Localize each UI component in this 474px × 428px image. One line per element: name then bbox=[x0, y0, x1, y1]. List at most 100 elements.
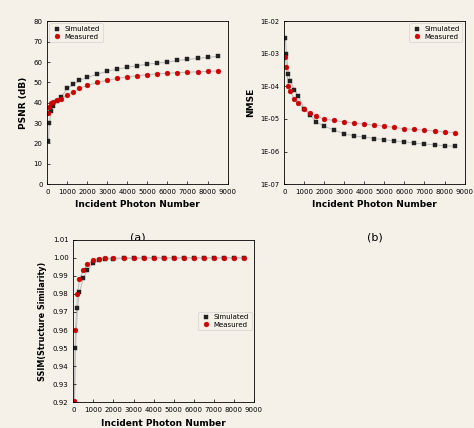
Simulated bbox=[46, 121, 52, 126]
Simulated bbox=[84, 75, 90, 80]
Measured bbox=[401, 126, 407, 131]
Simulated bbox=[77, 289, 82, 294]
Measured bbox=[64, 92, 70, 97]
Measured bbox=[296, 101, 301, 106]
Legend: Simulated, Measured: Simulated, Measured bbox=[409, 24, 463, 42]
Line: Measured: Measured bbox=[72, 256, 246, 403]
Simulated bbox=[151, 256, 156, 261]
Measured bbox=[432, 128, 438, 134]
Simulated bbox=[221, 256, 227, 261]
Measured bbox=[342, 119, 347, 125]
Measured bbox=[174, 70, 180, 75]
Measured bbox=[145, 72, 150, 77]
Line: Simulated: Simulated bbox=[283, 36, 456, 149]
Measured bbox=[72, 398, 77, 403]
Measured bbox=[51, 99, 56, 104]
Simulated bbox=[301, 107, 307, 112]
Measured bbox=[442, 129, 447, 134]
Simulated bbox=[422, 141, 428, 146]
Measured bbox=[301, 107, 307, 112]
Simulated bbox=[64, 86, 70, 91]
Line: Measured: Measured bbox=[283, 55, 457, 135]
Measured bbox=[231, 255, 237, 260]
Y-axis label: PSNR (dB): PSNR (dB) bbox=[19, 77, 28, 129]
Measured bbox=[141, 255, 146, 260]
Measured bbox=[71, 89, 76, 94]
Simulated bbox=[411, 141, 417, 146]
Measured bbox=[332, 118, 337, 123]
Simulated bbox=[352, 134, 357, 139]
Measured bbox=[422, 128, 428, 133]
Line: Simulated: Simulated bbox=[46, 54, 219, 143]
X-axis label: Incident Photon Number: Incident Photon Number bbox=[75, 200, 200, 209]
Simulated bbox=[141, 256, 146, 261]
Simulated bbox=[442, 143, 447, 149]
Measured bbox=[201, 255, 206, 260]
Legend: Simulated, Measured: Simulated, Measured bbox=[49, 24, 103, 42]
Measured bbox=[205, 69, 210, 74]
Measured bbox=[285, 84, 291, 89]
Simulated bbox=[171, 256, 176, 261]
Measured bbox=[211, 255, 217, 260]
Measured bbox=[362, 122, 367, 127]
Measured bbox=[81, 268, 86, 273]
Simulated bbox=[135, 63, 140, 68]
Measured bbox=[241, 255, 246, 260]
Measured bbox=[411, 127, 417, 132]
Simulated bbox=[321, 124, 327, 129]
Simulated bbox=[292, 87, 297, 92]
Simulated bbox=[103, 257, 109, 262]
Measured bbox=[155, 71, 160, 77]
Simulated bbox=[71, 82, 76, 87]
Simulated bbox=[215, 54, 220, 59]
Simulated bbox=[288, 78, 293, 83]
Simulated bbox=[95, 72, 100, 77]
Text: (b): (b) bbox=[366, 233, 383, 243]
Measured bbox=[135, 73, 140, 78]
Simulated bbox=[121, 256, 127, 261]
Simulated bbox=[185, 57, 191, 62]
Y-axis label: SSIM(Structure Similarity): SSIM(Structure Similarity) bbox=[38, 262, 47, 380]
Line: Measured: Measured bbox=[46, 68, 220, 115]
Measured bbox=[110, 256, 116, 261]
Measured bbox=[97, 256, 102, 262]
Simulated bbox=[372, 136, 377, 141]
Simulated bbox=[164, 59, 170, 65]
Simulated bbox=[55, 98, 60, 103]
Simulated bbox=[195, 56, 201, 61]
Simulated bbox=[85, 268, 91, 273]
Simulated bbox=[105, 68, 110, 74]
Measured bbox=[164, 71, 170, 76]
Measured bbox=[46, 110, 51, 116]
Simulated bbox=[211, 256, 217, 261]
Measured bbox=[84, 83, 90, 88]
Simulated bbox=[73, 345, 78, 351]
Measured bbox=[221, 255, 227, 260]
Measured bbox=[392, 125, 397, 130]
Simulated bbox=[241, 256, 246, 261]
Simulated bbox=[285, 71, 291, 76]
Simulated bbox=[97, 258, 102, 263]
Simulated bbox=[46, 139, 51, 144]
Measured bbox=[215, 68, 220, 74]
Measured bbox=[452, 130, 457, 135]
Measured bbox=[314, 114, 319, 119]
Measured bbox=[352, 120, 357, 125]
Simulated bbox=[314, 119, 319, 125]
Simulated bbox=[362, 134, 367, 140]
Measured bbox=[46, 104, 52, 110]
Measured bbox=[115, 76, 120, 81]
Simulated bbox=[145, 62, 150, 67]
Measured bbox=[74, 291, 80, 297]
Measured bbox=[77, 86, 82, 91]
Simulated bbox=[283, 51, 289, 56]
Simulated bbox=[51, 103, 56, 108]
Simulated bbox=[191, 256, 196, 261]
Measured bbox=[77, 277, 82, 282]
Y-axis label: NMSE: NMSE bbox=[246, 88, 255, 117]
Measured bbox=[372, 122, 377, 128]
Simulated bbox=[125, 65, 130, 70]
Measured bbox=[161, 255, 166, 260]
Measured bbox=[283, 64, 289, 69]
Measured bbox=[308, 111, 313, 116]
